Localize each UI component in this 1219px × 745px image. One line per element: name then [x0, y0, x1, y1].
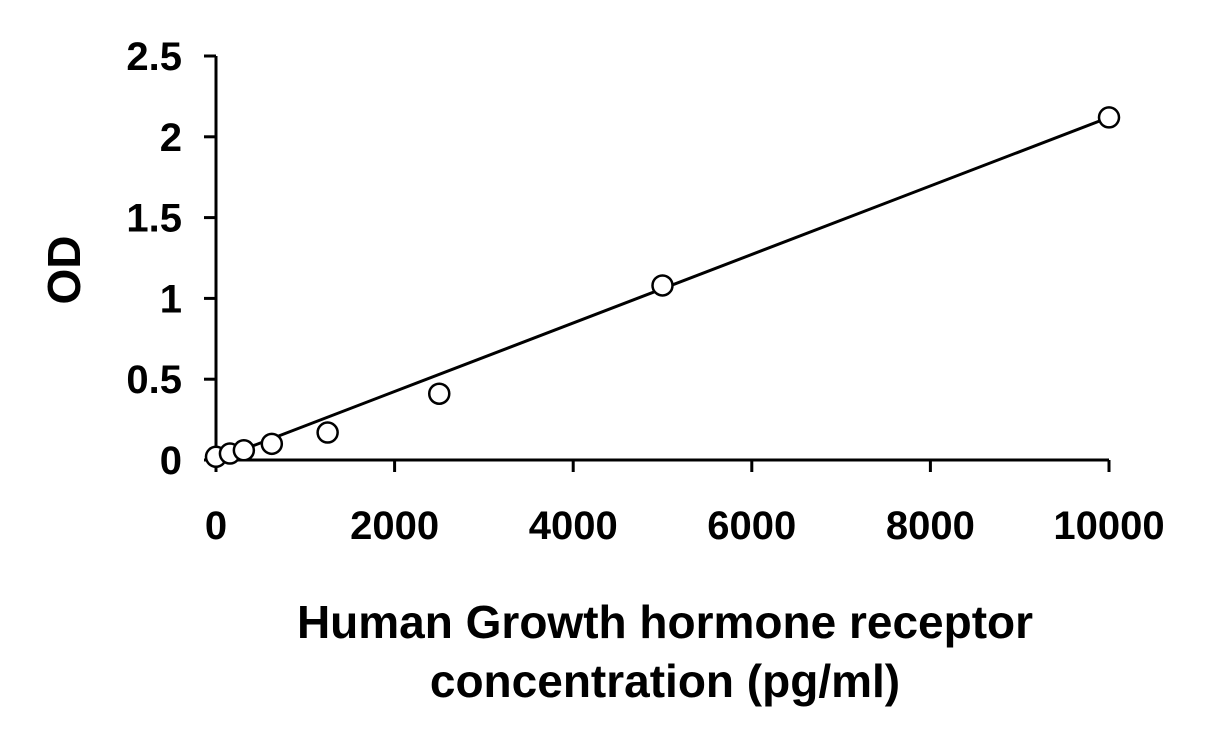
data-point [260, 432, 284, 456]
y-tick-label: 0.5 [126, 358, 182, 402]
y-tick-label: 2.5 [126, 35, 182, 79]
data-point [232, 439, 256, 462]
y-tick-label: 0 [160, 439, 182, 483]
x-tick-label: 6000 [707, 504, 796, 548]
y-tick-label: 1 [160, 277, 182, 321]
y-tick-label: 2 [160, 116, 182, 160]
y-axis-ticks: 0 0.5 1 1.5 2 2.5 [126, 35, 216, 483]
x-tick-label: 8000 [886, 504, 975, 548]
data-point [1097, 106, 1121, 129]
x-tick-label: 2000 [350, 504, 439, 548]
axes [214, 56, 1109, 462]
y-axis-title: OD [38, 236, 90, 305]
data-points [204, 106, 1121, 469]
data-point [428, 382, 451, 405]
data-point [651, 274, 674, 297]
y-tick-label: 1.5 [126, 197, 182, 241]
x-axis-title-line-1: Human Growth hormone receptor [297, 596, 1033, 648]
x-tick-label: 4000 [529, 504, 618, 548]
x-tick-label: 0 [205, 504, 227, 548]
data-point [316, 421, 339, 444]
x-axis-ticks: 0 2000 4000 6000 8000 10000 [205, 460, 1165, 548]
x-tick-label: 10000 [1053, 504, 1164, 548]
x-axis-title-line-2: concentration (pg/ml) [430, 655, 900, 707]
